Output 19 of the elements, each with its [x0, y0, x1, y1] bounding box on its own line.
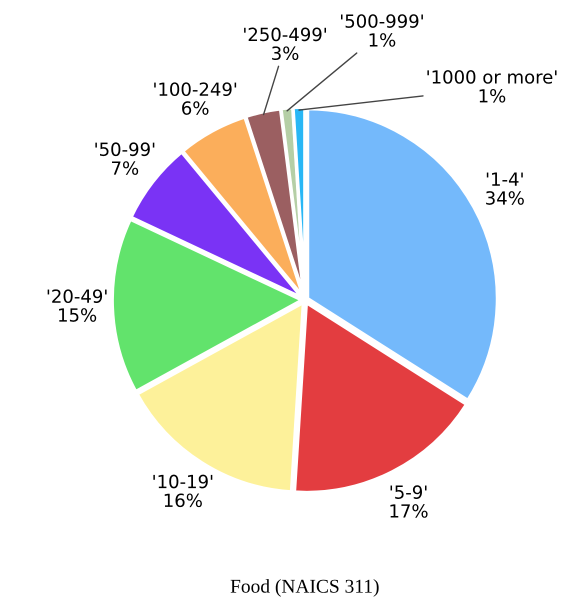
slice-label: '250-499' — [244, 28, 326, 42]
data-label: 6% — [182, 101, 208, 115]
slice-label: '1000 or more' — [427, 70, 557, 84]
data-label: 34% — [486, 191, 524, 205]
text: Food (NAICS 311) — [230, 579, 379, 597]
slice-label: '100-249' — [154, 82, 236, 96]
data-label: 15% — [59, 308, 96, 322]
data-label: 1% — [480, 88, 506, 103]
data-label: 17% — [390, 504, 428, 518]
slice-label: '1-4' — [486, 172, 523, 186]
slice-label: '500-999' — [341, 14, 423, 28]
data-label: 7% — [112, 161, 138, 175]
slice-label: '5-9' — [390, 485, 426, 499]
slice-label: '50-99' — [95, 142, 154, 156]
slice-label: '10-19' — [153, 474, 212, 488]
data-label: 1% — [370, 33, 396, 47]
data-label: 3% — [272, 46, 298, 60]
slice-label: '20-49' — [48, 289, 107, 303]
data-label: 16% — [164, 494, 202, 508]
